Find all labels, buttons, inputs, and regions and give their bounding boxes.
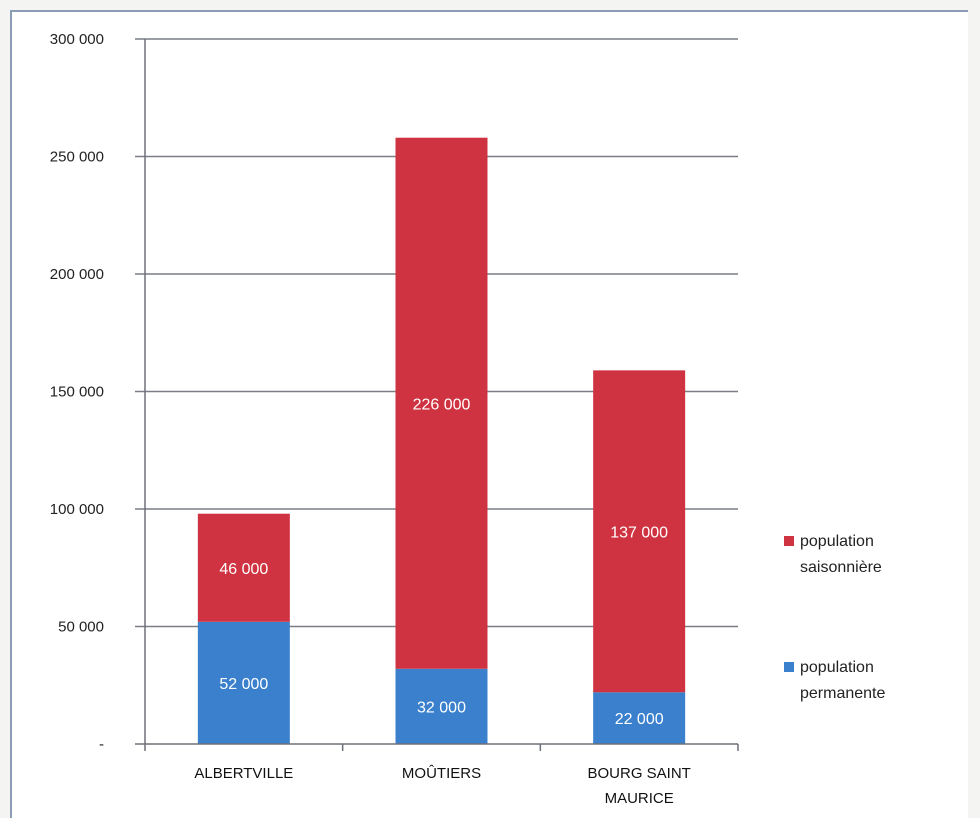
chart-frame xyxy=(10,10,968,818)
y-tick-label: 250 000 xyxy=(50,149,104,166)
bar-segment xyxy=(395,668,488,744)
y-tick-label: 200 000 xyxy=(50,266,104,283)
legend-label: population xyxy=(800,533,874,550)
bar-segment xyxy=(593,692,686,744)
bar-segment xyxy=(593,370,686,693)
legend-swatch xyxy=(784,536,794,546)
category-labels: ALBERTVILLE MOÛTIERS BOURG SAINT MAURICE xyxy=(194,765,690,807)
data-labels: 52 000 46 000 32 000 226 000 22 000 137 000 xyxy=(219,396,668,728)
category-label: ALBERTVILLE xyxy=(194,765,293,782)
data-label: 137 000 xyxy=(610,524,668,541)
data-label: 52 000 xyxy=(219,676,268,693)
y-tick-label: 50 000 xyxy=(58,619,104,636)
legend-label: population xyxy=(800,659,874,676)
bar-segment xyxy=(197,513,290,622)
bar-segment xyxy=(197,621,290,744)
y-tick-label: - xyxy=(99,736,104,753)
data-label: 226 000 xyxy=(413,396,471,413)
category-label: BOURG SAINT MAURICE xyxy=(587,765,690,807)
legend: population saisonnière population permanent… xyxy=(784,533,885,702)
y-tick-label: 150 000 xyxy=(50,384,104,401)
y-tick-label: 100 000 xyxy=(50,501,104,518)
category-label: MOÛTIERS xyxy=(402,765,481,782)
legend-swatch xyxy=(784,662,794,672)
legend-label: saisonnière xyxy=(800,559,882,576)
y-tick-label: 300 000 xyxy=(50,31,104,48)
bars xyxy=(197,137,686,744)
axes xyxy=(135,39,739,751)
data-label: 32 000 xyxy=(417,699,466,716)
data-label: 22 000 xyxy=(615,711,664,728)
data-label: 46 000 xyxy=(219,561,268,578)
legend-label: permanente xyxy=(800,685,885,702)
bar-segment xyxy=(395,137,488,669)
y-tick-labels: - 50 000 100 000 150 000 200 000 250 000 300 0… xyxy=(50,31,104,753)
